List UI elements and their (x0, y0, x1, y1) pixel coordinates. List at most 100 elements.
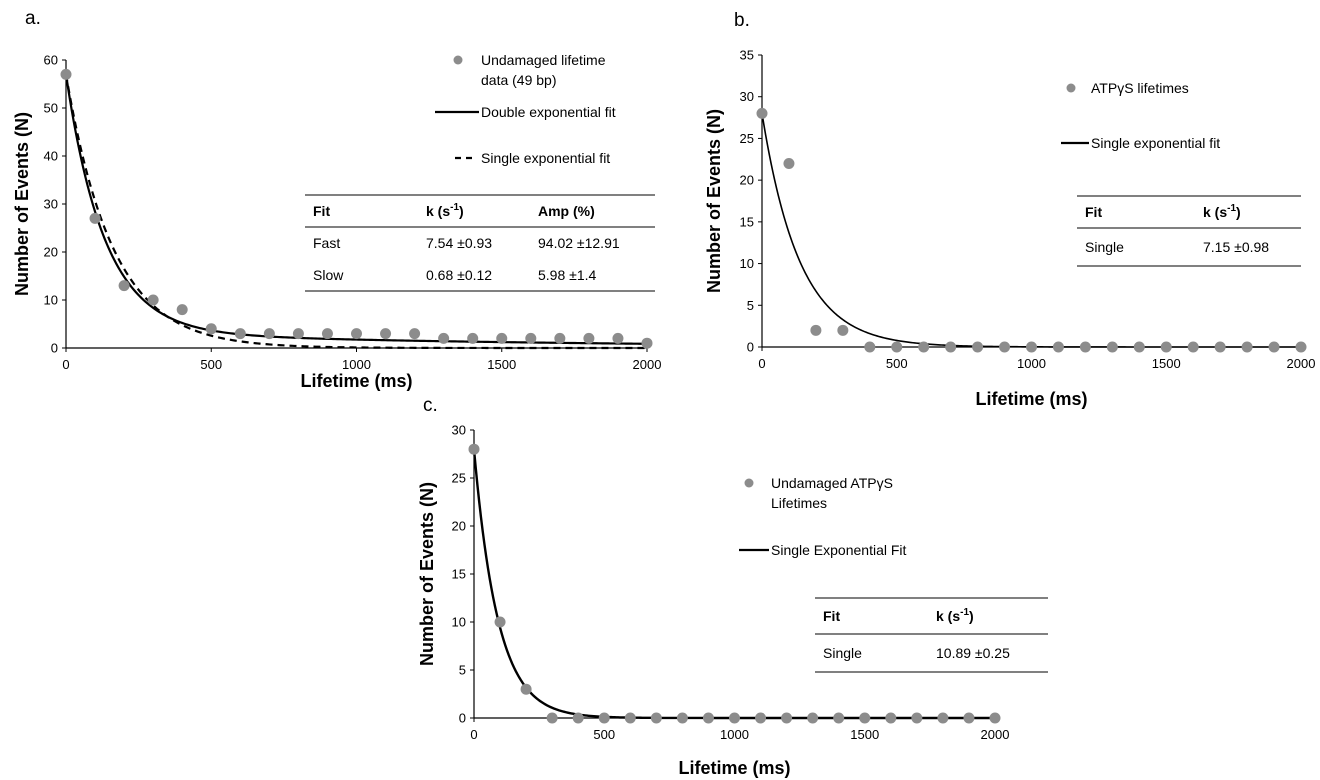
legend-label: Lifetimes (771, 495, 827, 511)
x-axis-label: Lifetime (ms) (975, 389, 1087, 409)
data-point (1026, 341, 1037, 353)
y-tick-label: 20 (44, 245, 58, 260)
chart-panel-a: a. 0 10 20 30 40 50 60 0 500 1000 1500 2000 Lifetime … (12, 8, 661, 391)
data-point (781, 712, 793, 724)
data-point (837, 324, 849, 336)
data-point (1079, 341, 1091, 353)
legend-label: Single Exponential Fit (771, 542, 907, 558)
data-point (572, 712, 584, 724)
legend-marker-dot (453, 55, 463, 65)
data-point (972, 341, 984, 353)
table-cell: 5.98 ±1.4 (538, 267, 596, 283)
fit-line (472, 449, 995, 720)
table-header-cell: Fit (313, 203, 330, 219)
data-point (89, 212, 101, 224)
data-point (438, 332, 450, 344)
data-point (380, 328, 392, 340)
data-point (864, 341, 876, 353)
x-tick-label: 500 (200, 357, 222, 372)
data-point (118, 280, 130, 292)
data-point (494, 616, 506, 628)
data-point (409, 328, 421, 340)
x-axis-label: Lifetime (ms) (300, 371, 412, 391)
table-header-cell: k (s-1) (936, 607, 974, 624)
legend-marker-dot (1066, 83, 1076, 93)
data-point (292, 328, 304, 340)
fit-line (64, 74, 648, 345)
data-point (263, 328, 275, 340)
table-header-cell: k (s-1) (1203, 203, 1241, 220)
data-point (321, 328, 333, 340)
table-header-cell: Fit (1085, 204, 1102, 220)
x-axis-label: Lifetime (ms) (678, 758, 790, 778)
data-point (702, 712, 714, 724)
y-tick-label: 30 (44, 197, 58, 212)
data-point (1160, 341, 1172, 353)
legend-label: data (49 bp) (481, 72, 557, 88)
data-point (810, 324, 822, 336)
table-cell: 7.15 ±0.98 (1203, 239, 1269, 255)
data-point (911, 712, 923, 724)
y-tick-label: 25 (740, 131, 754, 146)
data-point (496, 332, 508, 344)
y-tick-label: 10 (452, 615, 466, 630)
legend: ATPγS lifetimes Single exponential fit (1061, 80, 1220, 151)
legend-label: Undamaged ATPγS (771, 475, 893, 491)
data-point (468, 443, 480, 455)
data-point (351, 328, 362, 340)
data-point (989, 712, 1001, 724)
y-tick-label: 60 (44, 53, 58, 68)
legend-label: Undamaged lifetime (481, 52, 606, 68)
fit-table: Fit k (s-1) Single 10.89 ±0.25 (815, 597, 1048, 673)
legend-label: Single exponential fit (481, 150, 610, 166)
data-point (885, 712, 897, 724)
data-point (729, 712, 740, 724)
legend-marker-dot (744, 478, 754, 488)
x-tick-label: 0 (758, 356, 765, 371)
data-point (467, 332, 479, 344)
y-tick-label: 5 (459, 663, 466, 678)
data-point (147, 294, 159, 306)
data-point (1133, 341, 1145, 353)
data-point (598, 712, 610, 724)
y-tick-label: 10 (44, 293, 58, 308)
data-point (1241, 341, 1253, 353)
y-tick-label: 25 (452, 471, 466, 486)
legend: Undamaged lifetime data (49 bp) Double exp… (435, 52, 616, 166)
data-point (783, 157, 795, 169)
data-point (624, 712, 636, 724)
x-tick-label: 2000 (1287, 356, 1316, 371)
y-tick-label: 30 (452, 423, 466, 438)
table-cell: Single (823, 645, 862, 661)
x-tick-label: 500 (593, 727, 615, 742)
data-point (525, 332, 537, 344)
x-tick-label: 500 (886, 356, 908, 371)
fit-table: Fit k (s-1) Amp (%) Fast 7.54 ±0.93 94.02 ±12… (305, 194, 655, 292)
x-tick-label: 2000 (981, 727, 1010, 742)
x-tick-label: 0 (470, 727, 477, 742)
table-cell: 94.02 ±12.91 (538, 235, 620, 251)
data-point (891, 341, 903, 353)
y-axis-label: Number of Events (N) (12, 112, 32, 296)
x-tick-label: 1000 (720, 727, 749, 742)
legend-label: Double exponential fit (481, 104, 616, 120)
data-point (676, 712, 688, 724)
data-point (999, 341, 1011, 353)
y-tick-label: 0 (747, 340, 754, 355)
data-point (176, 304, 188, 316)
y-tick-label: 20 (740, 173, 754, 188)
table-cell: 7.54 ±0.93 (426, 235, 492, 251)
data-point (807, 712, 819, 724)
y-axis-label: Number of Events (N) (417, 482, 437, 666)
data-point (937, 712, 949, 724)
y-tick-label: 15 (740, 214, 754, 229)
y-tick-label: 40 (44, 149, 58, 164)
data-point (1106, 341, 1118, 353)
y-axis-label: Number of Events (N) (704, 109, 724, 293)
data-point (1214, 341, 1226, 353)
data-point (963, 712, 975, 724)
y-tick-label: 30 (740, 89, 754, 104)
data-point (641, 337, 653, 349)
panel-label: c. (423, 395, 438, 416)
data-point (583, 332, 595, 344)
